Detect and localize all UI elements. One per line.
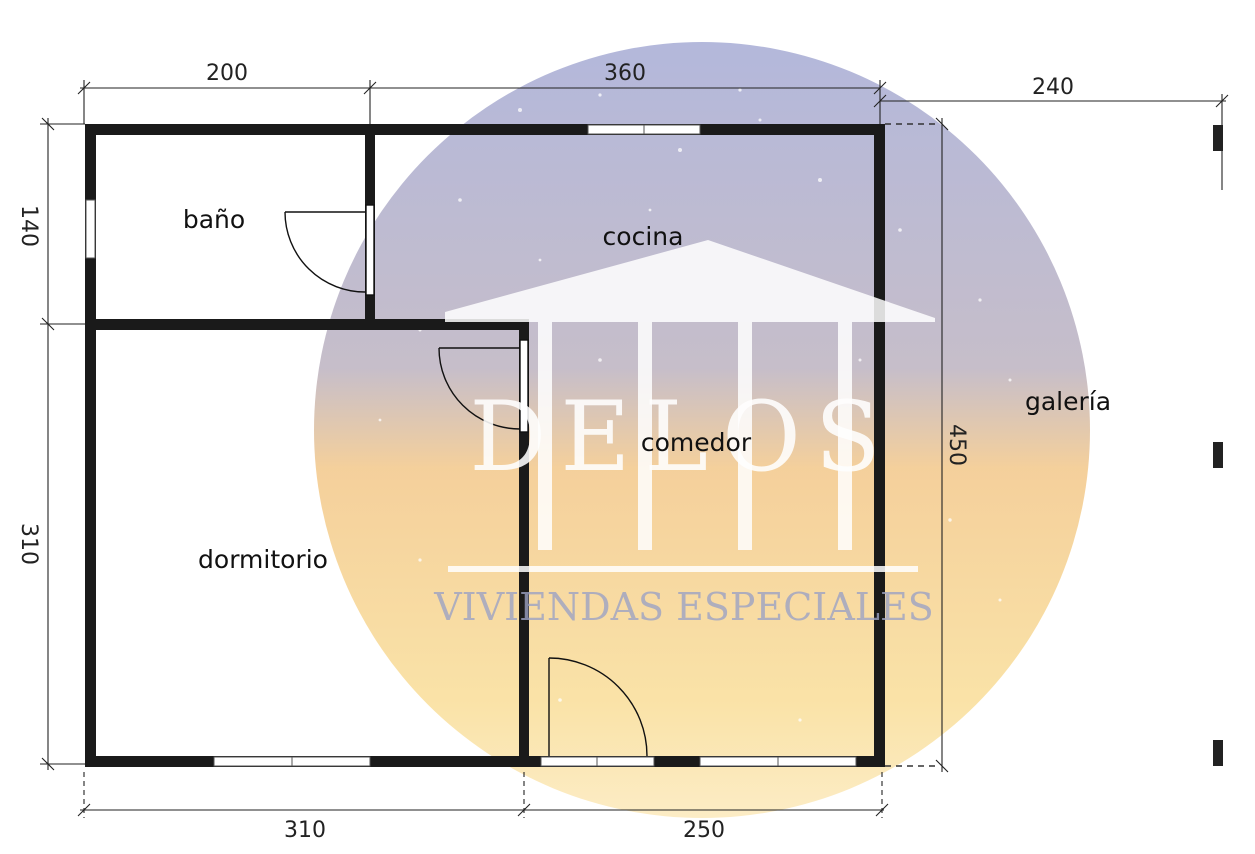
doors xyxy=(284,204,648,757)
gallery-outline xyxy=(885,123,940,767)
dim-bottom-left: 310 xyxy=(284,818,326,843)
window-dining-bottom-left xyxy=(540,756,655,767)
room-label-cocina: cocina xyxy=(603,222,684,251)
dim-right: 450 xyxy=(944,424,969,466)
watermark-base xyxy=(448,566,918,572)
watermark-logo: DELOS VIVIENDAS ESPECIALES xyxy=(433,240,935,629)
door-bedroom xyxy=(438,339,529,433)
watermark-pediment xyxy=(445,240,935,322)
room-label-bano: baño xyxy=(183,205,245,234)
dim-left-top: 140 xyxy=(16,205,41,247)
dim-top-mid: 360 xyxy=(604,61,646,86)
window-bedroom-bottom xyxy=(213,756,371,767)
watermark-tagline: VIVIENDAS ESPECIALES xyxy=(433,585,934,629)
window-dining-bottom-right xyxy=(699,756,857,767)
gallery-posts xyxy=(1213,125,1223,766)
room-label-galeria: galería xyxy=(1025,387,1111,416)
dimension-lines xyxy=(40,80,1229,818)
dim-top-left: 200 xyxy=(206,61,248,86)
room-label-dormitorio: dormitorio xyxy=(198,545,328,574)
watermark-circle xyxy=(314,42,1090,818)
watermark-sparkles xyxy=(378,88,1012,722)
windows xyxy=(85,124,857,767)
door-bathroom xyxy=(284,204,375,296)
window-kitchen-top xyxy=(587,124,701,135)
window-bathroom-left xyxy=(85,199,96,259)
dim-top-right: 240 xyxy=(1032,75,1074,100)
dim-bottom-right: 250 xyxy=(683,818,725,843)
watermark-columns xyxy=(538,322,852,550)
room-label-comedor: comedor xyxy=(641,428,752,457)
watermark-brand: DELOS xyxy=(469,381,894,493)
dim-left-bottom: 310 xyxy=(16,523,41,565)
door-entrance xyxy=(548,657,648,757)
